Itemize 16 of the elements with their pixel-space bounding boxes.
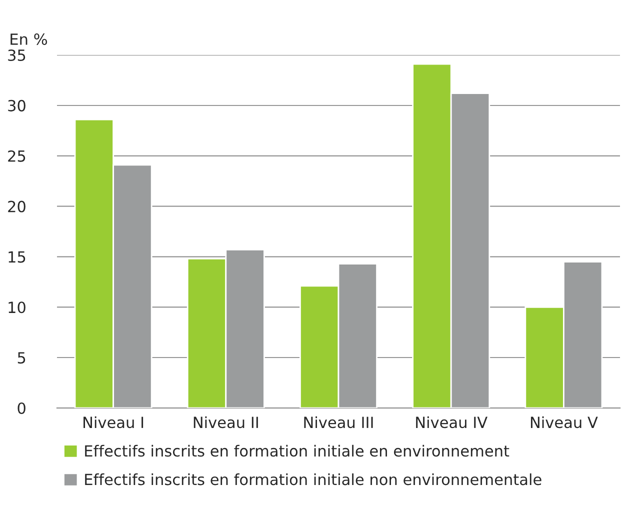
y-tick-label: 15	[8, 251, 26, 263]
y-tick-label: 25	[8, 150, 26, 162]
y-tick-label: 5	[18, 352, 26, 364]
legend-label: Effectifs inscrits en formation initiale en environnement	[85, 444, 510, 457]
y-tick-label: 35	[8, 49, 26, 62]
x-tick-label: Niveau I	[84, 416, 144, 428]
x-tick-label: Niveau V	[530, 416, 598, 428]
y-tick-label: 0	[18, 402, 26, 414]
y-axis-title: En %	[10, 33, 48, 45]
y-tick-label: 20	[8, 200, 26, 212]
x-tick-label: Niveau IV	[416, 416, 488, 428]
x-tick-label: Niveau III	[304, 416, 373, 428]
x-tick-label: Niveau II	[194, 416, 258, 428]
y-tick-label: 10	[8, 302, 26, 314]
y-tick-label: 30	[8, 100, 26, 112]
legend-label: Effectifs inscrits en formation initiale non environnementale	[85, 473, 542, 486]
